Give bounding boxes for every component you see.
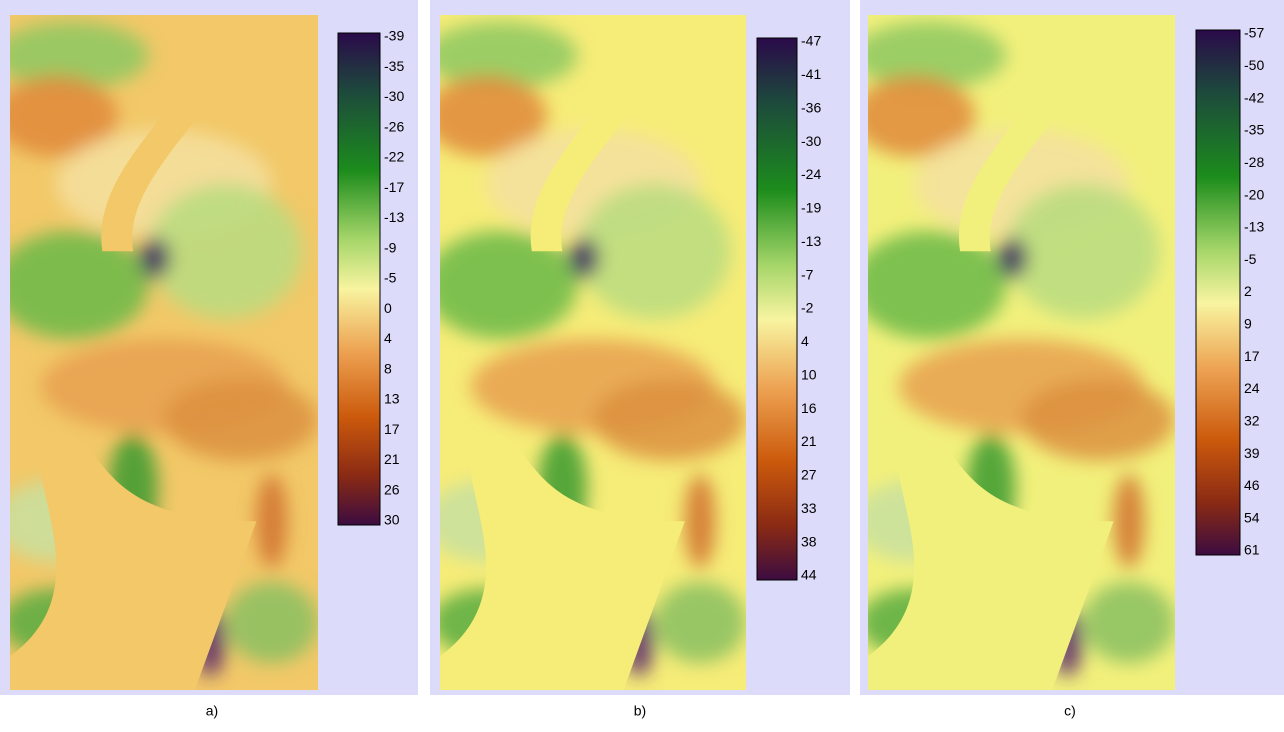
panel: -57 -50 -42 -35 -28 -20 -13 -5 2 9 17 24 32 39 46 54 61 c…	[860, 0, 1284, 719]
colorbar-tick-label: 46	[1244, 477, 1260, 493]
colorbar-tick-label: -47	[801, 33, 821, 49]
colorbar-tick-label: -24	[801, 166, 821, 182]
colorbar-tick-label: -57	[1244, 25, 1264, 41]
panel-caption: b)	[634, 703, 646, 719]
colorbar-tick-label: -20	[1244, 186, 1264, 202]
colorbar-tick-label: -13	[801, 233, 821, 249]
heatmap-region	[10, 231, 149, 339]
colorbar-tick-label: -30	[801, 133, 821, 149]
colorbar-tick-label: 2	[1244, 283, 1252, 299]
colorbar-tick-label: 30	[384, 512, 400, 528]
heatmap-channel	[10, 432, 257, 690]
heatmap-channel	[101, 15, 235, 252]
heatmap-region	[1021, 379, 1175, 461]
colorbar-tick-label: -22	[384, 149, 404, 165]
panel: -47-41-36-30-24-19-13-7-2410162127333844…	[430, 0, 850, 719]
colorbar-tick-label: 13	[384, 391, 400, 407]
heatmap-channel	[868, 432, 1114, 690]
colorbar	[337, 32, 381, 526]
heatmap-region	[440, 21, 578, 90]
heatmap-region	[1006, 183, 1160, 319]
colorbar-tick-label: 54	[1244, 509, 1260, 525]
heatmap-region	[1082, 582, 1175, 663]
heatmap	[868, 15, 1175, 690]
colorbar-tick-label: 0	[384, 300, 392, 316]
heatmap-region	[164, 379, 318, 461]
heatmap-region	[568, 237, 600, 279]
colorbar-tick-label: -35	[384, 58, 404, 74]
colorbar	[756, 37, 798, 581]
heatmap-texture	[440, 21, 746, 677]
colorbar-tick-label: -36	[801, 99, 821, 115]
colorbar-tick-label: -2	[801, 300, 814, 316]
panel-caption: a)	[206, 703, 218, 719]
colorbar-tick-label: -39	[384, 28, 404, 44]
colorbar-tick-label: 4	[801, 333, 809, 349]
panel-caption: c)	[1064, 703, 1076, 719]
colorbar-tick-label: 16	[801, 400, 817, 416]
colorbar-tick-label: 4	[384, 330, 392, 346]
heatmap-region	[148, 183, 303, 319]
colorbar-tick-label: -17	[384, 179, 404, 195]
colorbar-tick-label: 17	[384, 421, 400, 437]
colorbar-tick-label: 61	[1244, 542, 1260, 558]
heatmap-region	[868, 21, 1007, 90]
heatmap-region	[868, 231, 1007, 339]
heatmap	[10, 15, 318, 690]
heatmap-region	[593, 379, 746, 461]
colorbar-tick-label: 10	[801, 366, 817, 382]
colorbar-tick-label: -7	[801, 266, 814, 282]
heatmap-region	[10, 21, 149, 90]
panel: -39 -35 -30 -26 -22 -17 -13 -9 -5 0 4 8 13 17 21 26 30 a)	[0, 0, 418, 719]
colorbar-tick-label: 24	[1244, 380, 1260, 396]
colorbar-tick-label: -26	[384, 118, 404, 134]
heatmap-channel	[530, 15, 663, 252]
heatmap-region	[684, 474, 716, 569]
colorbar-tick-label: 44	[801, 567, 817, 583]
heatmap-region	[868, 75, 976, 157]
colorbar-tick-label: -5	[384, 270, 397, 286]
colorbar-tick-label: -35	[1244, 122, 1264, 138]
colorbar-tick-label: 39	[1244, 445, 1260, 461]
heatmap-region	[440, 231, 578, 339]
colorbar-tick-label: -5	[1244, 251, 1257, 267]
heatmap-region	[440, 75, 548, 157]
heatmap-region	[577, 183, 731, 319]
colorbar-tick-label: 27	[801, 467, 817, 483]
heatmap-region	[1113, 474, 1145, 569]
heatmap-region	[10, 75, 118, 157]
heatmap-region	[139, 237, 171, 279]
colorbar-tick-label: 21	[384, 451, 400, 467]
colorbar-tick-label: 32	[1244, 412, 1260, 428]
heatmap-region	[225, 582, 318, 663]
colorbar-tick-label: 33	[801, 500, 817, 516]
colorbar-tick-label: 38	[801, 533, 817, 549]
colorbar-tick-label: -13	[384, 209, 404, 225]
colorbar-tick-label: 9	[1244, 316, 1252, 332]
colorbar-tick-label: -41	[801, 66, 821, 82]
colorbar-tick-label: 26	[384, 481, 400, 497]
colorbar-tick-label: 21	[801, 433, 817, 449]
heatmap-region	[256, 474, 288, 569]
colorbar-tick-label: -30	[384, 88, 404, 104]
heatmap-channel	[440, 432, 685, 690]
colorbar	[1195, 29, 1241, 556]
colorbar-tick-label: -19	[801, 200, 821, 216]
heatmap	[440, 15, 746, 690]
heatmap-region	[996, 237, 1028, 279]
heatmap-region	[654, 582, 746, 663]
colorbar-tick-label: 17	[1244, 348, 1260, 364]
colorbar-tick-label: -50	[1244, 57, 1264, 73]
heatmap-channel	[959, 15, 1092, 252]
colorbar-tick-label: -42	[1244, 89, 1264, 105]
colorbar-tick-label: 8	[384, 360, 392, 376]
colorbar-tick-label: -13	[1244, 219, 1264, 235]
colorbar-tick-label: -9	[384, 239, 397, 255]
colorbar-tick-label: -28	[1244, 154, 1264, 170]
